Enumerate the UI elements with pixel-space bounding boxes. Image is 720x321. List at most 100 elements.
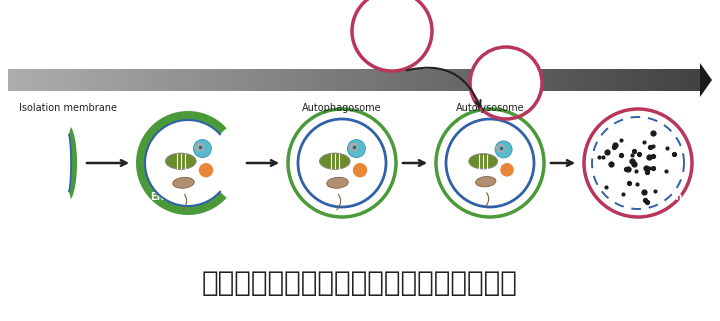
Polygon shape: [253, 69, 255, 91]
Polygon shape: [227, 69, 230, 91]
Polygon shape: [354, 69, 356, 91]
Text: Initiation: Initiation: [11, 192, 61, 203]
Polygon shape: [232, 69, 234, 91]
Polygon shape: [54, 69, 56, 91]
Polygon shape: [598, 69, 600, 91]
Polygon shape: [467, 69, 469, 91]
Polygon shape: [86, 69, 89, 91]
Polygon shape: [17, 69, 19, 91]
Polygon shape: [308, 69, 310, 91]
Polygon shape: [10, 69, 13, 91]
Polygon shape: [297, 69, 299, 91]
Polygon shape: [410, 69, 412, 91]
Polygon shape: [667, 69, 670, 91]
Polygon shape: [138, 69, 140, 91]
Polygon shape: [451, 69, 453, 91]
Polygon shape: [624, 69, 626, 91]
Polygon shape: [569, 69, 571, 91]
Polygon shape: [186, 69, 188, 91]
Polygon shape: [490, 69, 492, 91]
Polygon shape: [251, 69, 253, 91]
Polygon shape: [215, 69, 218, 91]
Polygon shape: [192, 69, 195, 91]
Circle shape: [353, 163, 367, 178]
Polygon shape: [495, 69, 497, 91]
Polygon shape: [199, 69, 202, 91]
Polygon shape: [328, 69, 331, 91]
Polygon shape: [257, 69, 259, 91]
Polygon shape: [418, 69, 421, 91]
Polygon shape: [241, 69, 243, 91]
Polygon shape: [587, 69, 589, 91]
Polygon shape: [684, 69, 686, 91]
Polygon shape: [340, 69, 343, 91]
Polygon shape: [276, 69, 278, 91]
Polygon shape: [649, 69, 652, 91]
Polygon shape: [391, 69, 393, 91]
Polygon shape: [426, 69, 428, 91]
Polygon shape: [423, 69, 426, 91]
Polygon shape: [207, 69, 209, 91]
Polygon shape: [287, 69, 289, 91]
Polygon shape: [554, 69, 557, 91]
Polygon shape: [458, 69, 460, 91]
Polygon shape: [508, 69, 511, 91]
Polygon shape: [174, 69, 176, 91]
Polygon shape: [606, 69, 608, 91]
Polygon shape: [222, 69, 225, 91]
Polygon shape: [303, 69, 305, 91]
Text: Elongation: Elongation: [150, 192, 210, 203]
Polygon shape: [13, 69, 15, 91]
Polygon shape: [374, 69, 377, 91]
Polygon shape: [132, 69, 135, 91]
Polygon shape: [114, 69, 117, 91]
Polygon shape: [629, 69, 631, 91]
Polygon shape: [153, 69, 156, 91]
Circle shape: [500, 163, 514, 177]
Polygon shape: [621, 69, 624, 91]
Polygon shape: [56, 69, 59, 91]
Polygon shape: [640, 69, 642, 91]
Polygon shape: [27, 69, 29, 91]
Polygon shape: [485, 69, 487, 91]
Circle shape: [584, 109, 692, 217]
Polygon shape: [68, 69, 71, 91]
Polygon shape: [372, 69, 374, 91]
Polygon shape: [105, 69, 107, 91]
Polygon shape: [412, 69, 414, 91]
Polygon shape: [659, 69, 661, 91]
Polygon shape: [430, 69, 433, 91]
Polygon shape: [686, 69, 688, 91]
Circle shape: [194, 140, 212, 158]
Ellipse shape: [469, 154, 498, 169]
Polygon shape: [282, 69, 285, 91]
Polygon shape: [414, 69, 416, 91]
Polygon shape: [638, 69, 640, 91]
Polygon shape: [248, 69, 251, 91]
Polygon shape: [479, 69, 481, 91]
Polygon shape: [94, 69, 96, 91]
Polygon shape: [400, 69, 402, 91]
Polygon shape: [63, 69, 66, 91]
Polygon shape: [592, 69, 594, 91]
Text: Isolation membrane: Isolation membrane: [19, 103, 117, 113]
Polygon shape: [356, 69, 359, 91]
Polygon shape: [121, 69, 123, 91]
Polygon shape: [112, 69, 114, 91]
Polygon shape: [698, 69, 700, 91]
Polygon shape: [84, 69, 86, 91]
Polygon shape: [266, 69, 269, 91]
Polygon shape: [31, 69, 33, 91]
Polygon shape: [500, 69, 502, 91]
Polygon shape: [474, 69, 476, 91]
Polygon shape: [566, 69, 569, 91]
Polygon shape: [299, 69, 301, 91]
Polygon shape: [345, 69, 347, 91]
Polygon shape: [577, 69, 580, 91]
Polygon shape: [550, 69, 552, 91]
Polygon shape: [79, 69, 82, 91]
Polygon shape: [497, 69, 500, 91]
Polygon shape: [516, 69, 518, 91]
Polygon shape: [663, 69, 665, 91]
Polygon shape: [608, 69, 610, 91]
